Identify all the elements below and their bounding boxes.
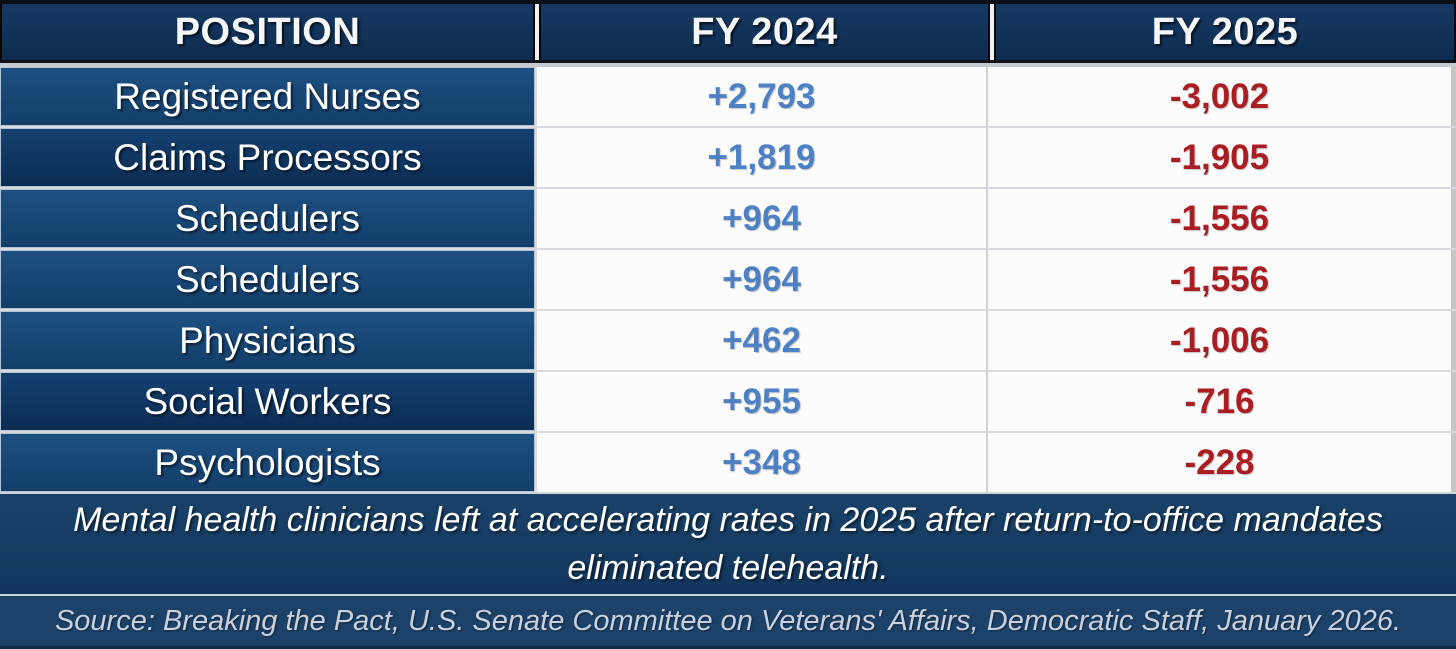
- table-row: Schedulers +964 -1,556: [0, 189, 1456, 248]
- caption-note-text: Mental health clinicians left at acceler…: [73, 500, 1383, 587]
- column-header-position: POSITION: [0, 4, 535, 60]
- fy2025-value-cell: -716: [988, 372, 1456, 431]
- fy2024-value-cell: +462: [535, 311, 988, 370]
- table-row: Physicians +462 -1,006: [0, 311, 1456, 370]
- table-header-row: POSITION FY 2024 FY 2025: [0, 0, 1456, 63]
- source-band: Source: Breaking the Pact, U.S. Senate C…: [0, 596, 1456, 649]
- table-row: Psychologists +348 -228: [0, 433, 1456, 492]
- position-cell: Social Workers: [0, 372, 535, 431]
- fy2024-value-cell: +955: [535, 372, 988, 431]
- position-cell: Psychologists: [0, 433, 535, 492]
- fy2025-value-cell: -3,002: [988, 67, 1456, 126]
- fy2025-value-cell: -1,556: [988, 189, 1456, 248]
- position-cell: Schedulers: [0, 250, 535, 309]
- table-row: Social Workers +955 -716: [0, 372, 1456, 431]
- position-cell: Registered Nurses: [0, 67, 535, 126]
- table-row: Schedulers +964 -1,556: [0, 250, 1456, 309]
- fy2024-value-cell: +2,793: [535, 67, 988, 126]
- caption-note-band: Mental health clinicians left at acceler…: [0, 492, 1456, 596]
- position-cell: Schedulers: [0, 189, 535, 248]
- table-row: Registered Nurses +2,793 -3,002: [0, 67, 1456, 126]
- fy2025-value-cell: -1,006: [988, 311, 1456, 370]
- column-header-fy2025: FY 2025: [994, 4, 1456, 60]
- fy2024-value-cell: +964: [535, 189, 988, 248]
- fy2025-value-cell: -1,556: [988, 250, 1456, 309]
- position-cell: Physicians: [0, 311, 535, 370]
- fy2024-value-cell: +964: [535, 250, 988, 309]
- fy2025-value-cell: -1,905: [988, 128, 1456, 187]
- column-header-fy2024: FY 2024: [539, 4, 990, 60]
- source-text: Source: Breaking the Pact, U.S. Senate C…: [54, 604, 1402, 637]
- position-cell: Claims Processors: [0, 128, 535, 187]
- table-row: Claims Processors +1,819 -1,905: [0, 128, 1456, 187]
- fy2024-value-cell: +348: [535, 433, 988, 492]
- table-body: Registered Nurses +2,793 -3,002 Claims P…: [0, 67, 1456, 492]
- fy2025-value-cell: -228: [988, 433, 1456, 492]
- fy2024-value-cell: +1,819: [535, 128, 988, 187]
- header-separator: [0, 63, 1456, 67]
